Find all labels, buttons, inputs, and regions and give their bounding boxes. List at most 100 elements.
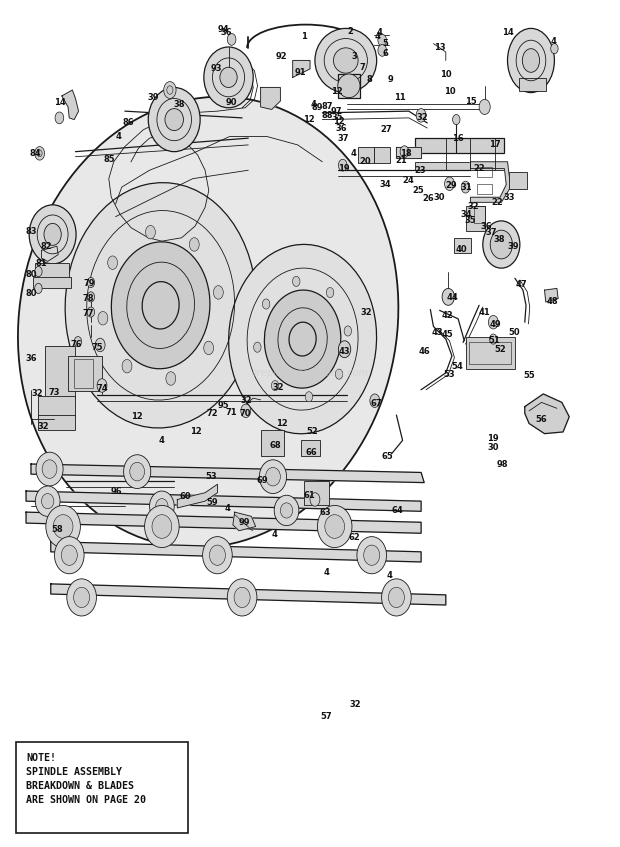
Circle shape	[339, 340, 351, 357]
Circle shape	[95, 338, 105, 352]
Text: 19: 19	[487, 435, 499, 443]
Text: 42: 42	[441, 311, 453, 320]
Text: 47: 47	[516, 280, 528, 289]
Text: 92: 92	[275, 52, 287, 61]
Ellipse shape	[42, 460, 57, 479]
Text: 4: 4	[323, 568, 329, 578]
Text: 4: 4	[116, 132, 122, 141]
Circle shape	[378, 44, 386, 56]
Ellipse shape	[259, 460, 286, 494]
Text: 35: 35	[332, 113, 343, 123]
Text: 52: 52	[494, 345, 506, 354]
Ellipse shape	[130, 462, 144, 481]
Text: 86: 86	[122, 119, 134, 127]
Text: 32: 32	[417, 113, 428, 123]
Polygon shape	[62, 90, 79, 119]
Text: 1: 1	[301, 32, 307, 42]
Circle shape	[146, 225, 156, 239]
Bar	[260, 430, 284, 456]
Ellipse shape	[65, 183, 256, 428]
Ellipse shape	[61, 545, 78, 565]
Ellipse shape	[144, 506, 179, 548]
Text: 19: 19	[338, 164, 350, 173]
Circle shape	[489, 315, 498, 329]
Circle shape	[453, 114, 460, 125]
Ellipse shape	[55, 537, 84, 573]
Text: 77: 77	[82, 309, 94, 318]
Text: 46: 46	[418, 347, 430, 357]
Circle shape	[335, 369, 343, 379]
Text: 54: 54	[451, 362, 463, 371]
Ellipse shape	[317, 506, 352, 548]
Bar	[477, 184, 492, 194]
Circle shape	[74, 336, 82, 346]
Ellipse shape	[152, 515, 172, 539]
Text: 31: 31	[461, 183, 472, 191]
Bar	[338, 74, 360, 97]
Text: 85: 85	[104, 155, 115, 163]
Text: 67: 67	[370, 399, 382, 407]
Text: 52: 52	[306, 428, 317, 436]
Ellipse shape	[53, 515, 73, 539]
Text: 24: 24	[402, 176, 414, 185]
Text: 17: 17	[489, 141, 501, 149]
Text: 39: 39	[148, 93, 159, 102]
Text: 99: 99	[238, 518, 250, 527]
Text: 8: 8	[367, 75, 373, 84]
Text: 16: 16	[452, 134, 464, 142]
Bar	[469, 341, 512, 363]
Ellipse shape	[149, 491, 174, 522]
Text: 43: 43	[339, 347, 350, 357]
Text: 25: 25	[412, 186, 424, 195]
Ellipse shape	[381, 579, 411, 616]
Polygon shape	[26, 491, 421, 512]
Bar	[33, 277, 71, 289]
Ellipse shape	[220, 67, 237, 87]
Ellipse shape	[148, 87, 200, 152]
Bar	[35, 263, 69, 279]
Text: 12: 12	[190, 428, 202, 436]
Text: 62: 62	[348, 533, 360, 542]
Text: 30: 30	[487, 443, 499, 451]
FancyBboxPatch shape	[16, 742, 188, 833]
Text: 41: 41	[478, 307, 490, 317]
Bar	[68, 356, 102, 391]
Bar	[518, 78, 546, 91]
Circle shape	[35, 267, 42, 277]
Text: 22: 22	[491, 198, 503, 207]
Circle shape	[189, 238, 199, 252]
Text: 71: 71	[225, 408, 237, 417]
Circle shape	[204, 341, 214, 355]
Text: 4: 4	[272, 530, 277, 540]
Text: 4: 4	[351, 149, 356, 158]
Circle shape	[445, 177, 454, 191]
Text: 36: 36	[25, 354, 37, 363]
Text: 70: 70	[239, 409, 251, 418]
Text: 40: 40	[456, 245, 467, 254]
Circle shape	[87, 307, 95, 317]
Ellipse shape	[112, 242, 210, 368]
Polygon shape	[396, 147, 421, 158]
Circle shape	[108, 256, 118, 269]
Ellipse shape	[315, 29, 377, 92]
Circle shape	[400, 146, 409, 158]
Text: 15: 15	[464, 97, 476, 106]
Text: 97: 97	[331, 107, 342, 116]
Bar	[466, 336, 515, 368]
Text: 89: 89	[311, 103, 322, 113]
Ellipse shape	[265, 468, 280, 486]
Text: 32: 32	[361, 307, 373, 317]
Text: 95: 95	[218, 401, 229, 410]
Text: 61: 61	[304, 490, 315, 500]
Text: 53: 53	[205, 472, 217, 481]
Text: 4: 4	[159, 436, 165, 445]
Bar	[38, 396, 76, 417]
Text: 4: 4	[377, 28, 383, 37]
Text: 90: 90	[226, 98, 237, 108]
Circle shape	[461, 181, 470, 193]
Bar	[477, 167, 492, 177]
Text: 26: 26	[423, 195, 435, 203]
Polygon shape	[293, 60, 310, 77]
Ellipse shape	[325, 515, 345, 539]
Text: 56: 56	[536, 415, 547, 424]
